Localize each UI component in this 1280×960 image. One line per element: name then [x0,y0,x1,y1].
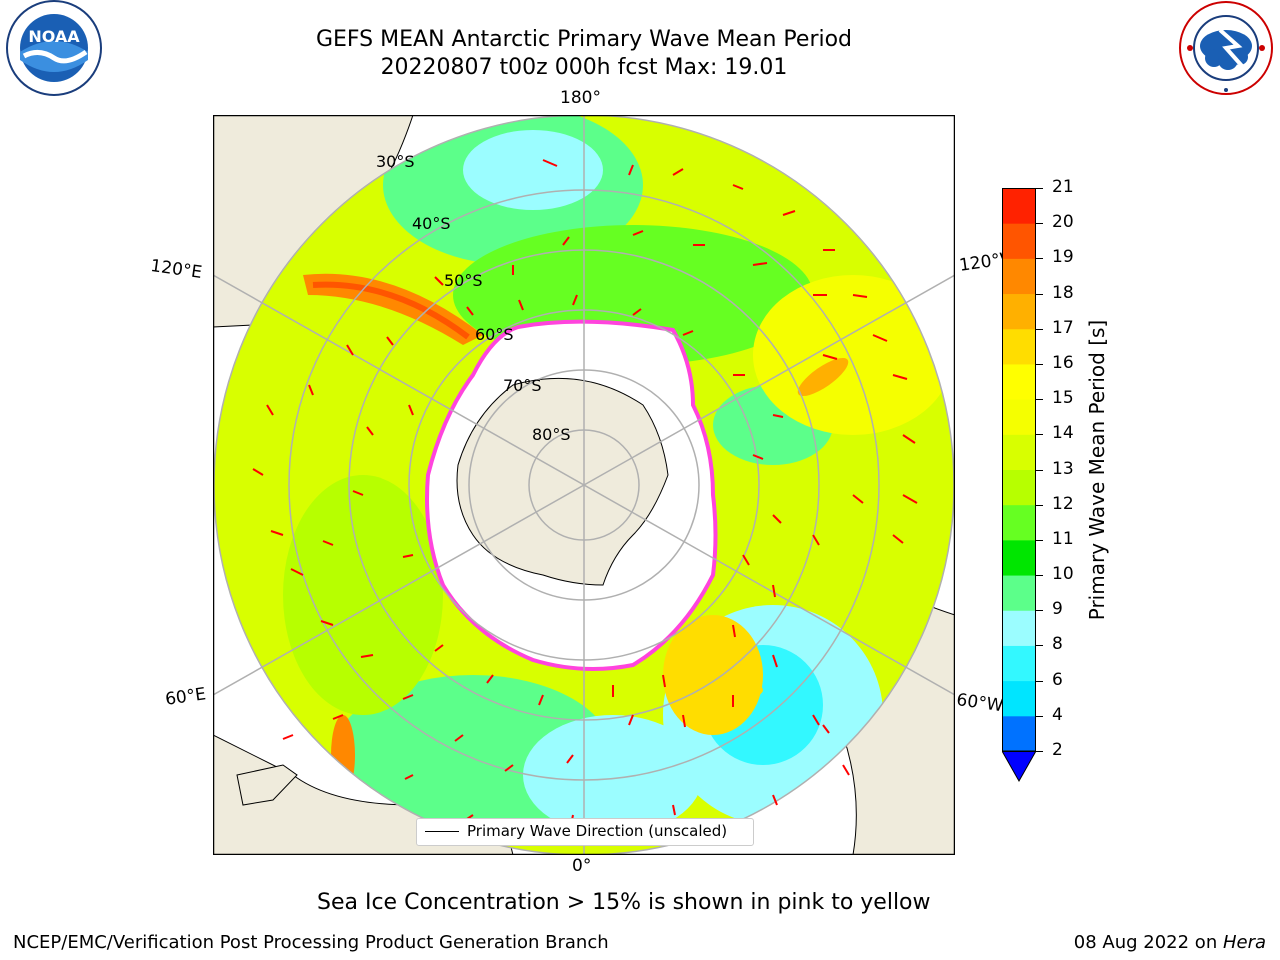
colorbar-tick-mark [1036,751,1043,752]
colorbar-segment [1002,539,1036,576]
colorbar [1001,188,1037,783]
colorbar-tick-mark [1036,434,1043,436]
colorbar-tick-label: 8 [1052,634,1063,655]
colorbar-tick-label: 16 [1052,352,1074,373]
colorbar-segment [1002,223,1036,259]
colorbar-tick-mark [1036,293,1043,295]
footer-machine: Hera [1222,932,1266,953]
colorbar-segment [1002,188,1036,224]
colorbar-tick-mark [1036,188,1043,189]
colorbar-tick-label: 15 [1052,388,1074,409]
antarctica-land [456,377,669,586]
polar-map [212,114,956,856]
footer-date-text: 08 Aug 2022 on [1073,932,1223,953]
colorbar-segment [1002,575,1036,611]
colorbar-segment [1002,399,1036,435]
colorbar-tick-mark [1036,645,1043,647]
colorbar-segment [1002,715,1036,752]
colorbar-tick-mark [1036,539,1043,541]
colorbar-tick-mark [1036,504,1043,506]
colorbar-tick-mark [1036,715,1043,717]
lat-label-70s: 70°S [503,376,542,395]
colorbar-tick-label: 18 [1052,282,1074,303]
colorbar-tick-label: 20 [1052,212,1074,233]
colorbar-tick-mark [1036,328,1043,330]
colorbar-tick-label: 12 [1052,493,1074,514]
lat-label-60s: 60°S [475,325,514,344]
colorbar-tick-label: 13 [1052,458,1074,479]
footer-date: 08 Aug 2022 on Hera [1074,932,1266,953]
colorbar-tick-mark [1036,680,1043,682]
lat-label-40s: 40°S [412,214,451,233]
colorbar-segment [1002,328,1036,365]
colorbar-tick-mark [1036,399,1043,401]
lon-label-120e: 120°E [149,256,204,284]
colorbar-svg [1001,188,1037,783]
noaa-logo-icon: NOAA [4,0,104,100]
chart-title-line1: GEFS MEAN Antarctic Primary Wave Mean Pe… [315,27,853,52]
legend-line-icon [425,831,459,832]
lon-label-0: 0° [572,856,592,876]
lon-label-60w: 60°W [955,690,1005,717]
lat-label-80s: 80°S [532,425,571,444]
colorbar-tick-label: 6 [1052,669,1063,690]
colorbar-tick-mark [1036,258,1043,260]
colorbar-tick-mark [1036,610,1043,612]
colorbar-segment [1002,504,1036,541]
lon-label-180: 180° [560,88,601,108]
colorbar-tick-label: 10 [1052,564,1074,585]
colorbar-segment [1002,258,1036,295]
high-period-band [303,273,483,345]
colorbar-tick-mark [1036,469,1043,471]
chart-title-line2: 20220807 t00z 000h fcst Max: 19.01 [380,55,788,80]
colorbar-tick-mark [1036,575,1043,577]
colorbar-tick-label: 19 [1052,247,1074,268]
colorbar-tick-label: 2 [1052,740,1063,760]
legend-label: Primary Wave Direction (unscaled) [467,822,728,840]
colorbar-tick-label: 21 [1052,177,1074,197]
colorbar-segment [1002,469,1036,506]
land-madagascar [236,764,298,806]
polar-map-svg [212,114,956,856]
sea-ice-note: Sea Ice Concentration > 15% is shown in … [317,890,931,915]
lat-label-50s: 50°S [444,271,483,290]
colorbar-extend-triangle [1001,750,1037,783]
colorbar-tick-label: 17 [1052,317,1074,338]
colorbar-tick-label: 4 [1052,704,1063,725]
lat-label-30s: 30°S [376,152,415,171]
colorbar-ticks: 2 4 6 8 9 10 11 12 13 14 15 16 17 18 19 20 21 [1036,177,1096,760]
colorbar-tick-label: 9 [1052,599,1063,620]
colorbar-segment [1002,680,1036,717]
colorbar-tick-mark [1036,223,1043,225]
colorbar-segment [1002,293,1036,330]
colorbar-tick-label: 11 [1052,528,1074,549]
colorbar-segment [1002,434,1036,470]
national-weather-service-logo-icon [1176,0,1276,100]
colorbar-segment [1002,645,1036,682]
colorbar-segment [1002,363,1036,400]
footer-credit: NCEP/EMC/Verification Post Processing Pr… [13,932,609,953]
colorbar-label: Primary Wave Mean Period [s] [1085,319,1109,621]
map-legend: Primary Wave Direction (unscaled) [416,818,754,846]
colorbar-tick-label: 14 [1052,423,1074,444]
colorbar-tick-mark [1036,363,1043,365]
lon-label-60e: 60°E [164,684,208,710]
noaa-logo-text: NOAA [28,27,80,46]
colorbar-segment [1002,610,1036,646]
